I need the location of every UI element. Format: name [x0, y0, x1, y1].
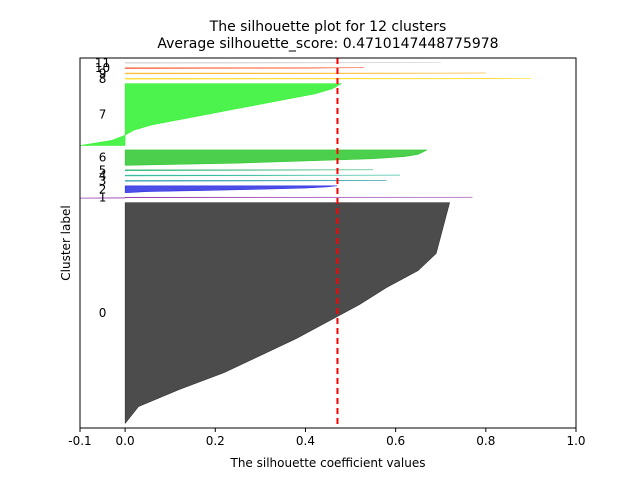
y-axis-label: Cluster label [59, 205, 73, 280]
cluster-area-4 [124, 174, 401, 177]
cluster-area-0 [124, 202, 451, 425]
cluster-label-8: 8 [99, 72, 107, 86]
cluster-area-3 [124, 180, 387, 182]
x-tick-label: 0.8 [476, 434, 495, 448]
cluster-label-6: 6 [99, 151, 107, 165]
cluster-area-10 [124, 67, 365, 69]
cluster-label-4: 4 [99, 169, 107, 183]
cluster-label-0: 0 [99, 306, 107, 320]
cluster-area-8 [124, 78, 531, 80]
x-tick-label: 0.4 [296, 434, 315, 448]
cluster-area-11 [124, 62, 441, 64]
cluster-area-7 [79, 83, 343, 146]
x-axis-ticks: -0.1 0.0 0.2 0.4 0.6 0.8 1.0 [68, 428, 586, 448]
cluster-label-10: 10 [95, 61, 110, 75]
cluster-label-5: 5 [99, 163, 107, 177]
cluster-label-9: 9 [99, 67, 107, 81]
cluster-area-9 [124, 72, 486, 75]
chart-subtitle: Average silhouette_score: 0.471014744877… [157, 36, 498, 52]
cluster-label-7: 7 [99, 108, 107, 122]
cluster-areas [79, 62, 531, 425]
cluster-area-2 [124, 185, 338, 194]
x-axis-label: The silhouette coefficient values [230, 456, 426, 470]
x-tick-label: 0.6 [386, 434, 405, 448]
plot-frame [79, 57, 577, 429]
x-tick-label: 1.0 [566, 434, 585, 448]
chart-title: The silhouette plot for 12 clusters [209, 19, 447, 35]
x-tick-label: -0.1 [68, 434, 91, 448]
cluster-area-1 [79, 196, 473, 199]
x-tick-label: 0.2 [206, 434, 225, 448]
cluster-label-11: 11 [95, 56, 110, 70]
cluster-label-2: 2 [99, 182, 107, 196]
x-tick-label: 0.0 [116, 434, 135, 448]
cluster-area-5 [124, 169, 374, 171]
cluster-label-1: 1 [99, 191, 107, 205]
cluster-label-3: 3 [99, 174, 107, 188]
cluster-area-6 [124, 149, 428, 166]
